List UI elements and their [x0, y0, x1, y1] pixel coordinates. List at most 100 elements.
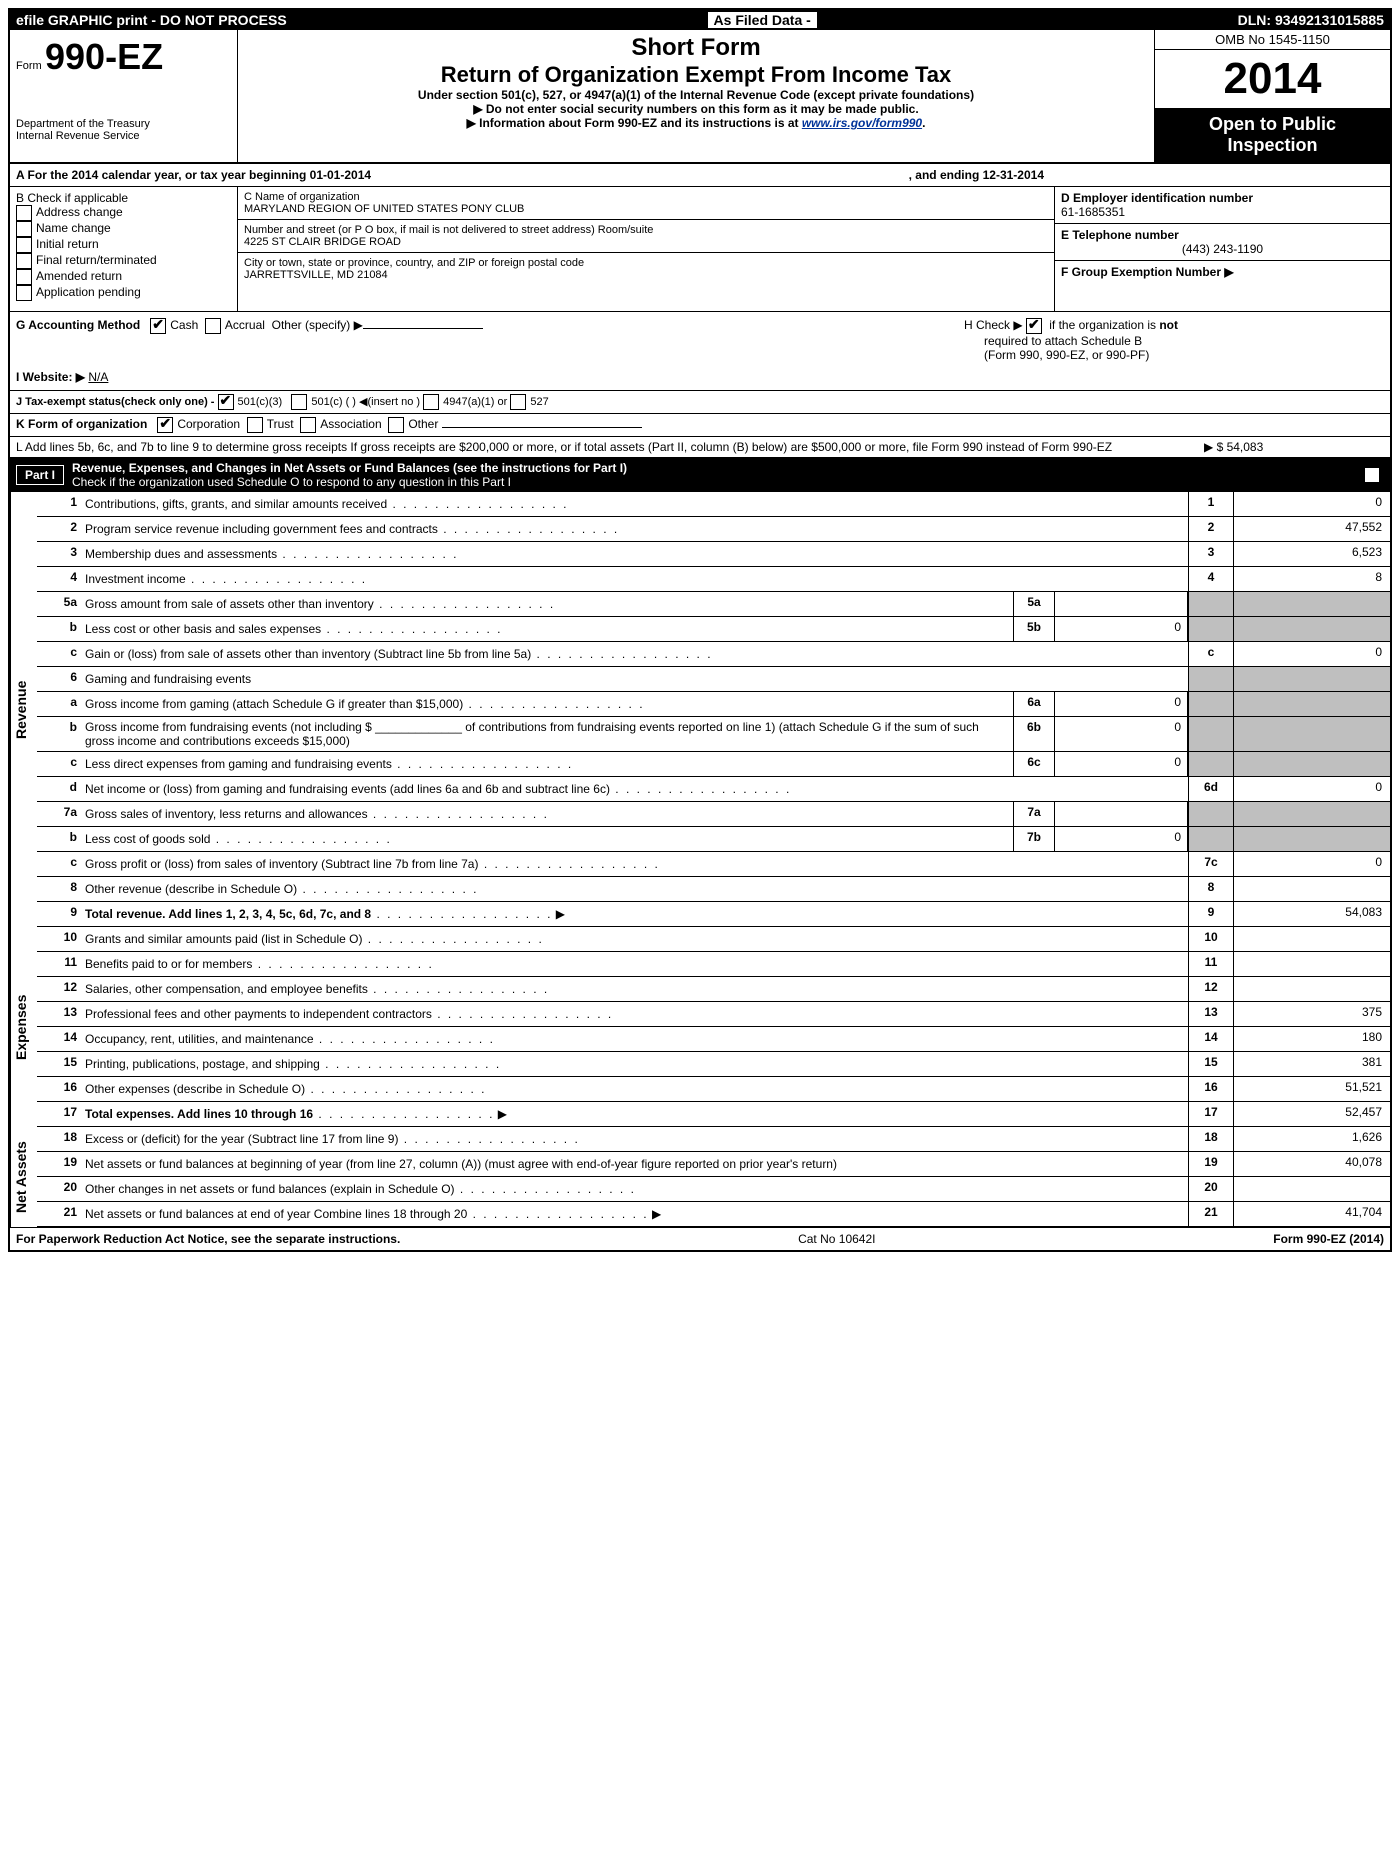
d-label: D Employer identification number	[1061, 191, 1253, 205]
k3: Association	[320, 417, 381, 431]
footer: For Paperwork Reduction Act Notice, see …	[10, 1227, 1390, 1250]
inspect-2: Inspection	[1157, 135, 1388, 156]
k-other-checkbox[interactable]	[388, 417, 404, 433]
cash-checkbox[interactable]	[150, 318, 166, 334]
line-11: 11Benefits paid to or for members11	[37, 952, 1390, 977]
line-6: 6Gaming and fundraising events	[37, 667, 1390, 692]
dept-1: Department of the Treasury	[16, 118, 231, 130]
footer-mid: Cat No 10642I	[798, 1232, 875, 1246]
colb-checkbox[interactable]	[16, 285, 32, 301]
l-text: L Add lines 5b, 6c, and 7b to line 9 to …	[16, 440, 1204, 454]
j-501c-checkbox[interactable]	[291, 394, 307, 410]
topbar-mid: As Filed Data -	[708, 12, 817, 28]
note-2: ▶ Information about Form 990-EZ and its …	[248, 116, 1144, 130]
line-18: 18Excess or (deficit) for the year (Subt…	[37, 1127, 1390, 1152]
h-not: not	[1159, 318, 1178, 332]
line-d: dNet income or (loss) from gaming and fu…	[37, 777, 1390, 802]
dept-2: Internal Revenue Service	[16, 130, 231, 142]
colb-item: Name change	[16, 221, 231, 237]
colb-checkbox[interactable]	[16, 221, 32, 237]
c-value: MARYLAND REGION OF UNITED STATES PONY CL…	[244, 203, 1048, 215]
k-label: K Form of organization	[16, 417, 147, 431]
expenses-area: Expenses 10Grants and similar amounts pa…	[10, 927, 1390, 1127]
line-10: 10Grants and similar amounts paid (list …	[37, 927, 1390, 952]
col-b: B Check if applicable Address changeName…	[10, 187, 238, 311]
line-5a: 5aGross amount from sale of assets other…	[37, 592, 1390, 617]
footer-right: Form 990-EZ (2014)	[1273, 1232, 1384, 1246]
d-value: 61-1685351	[1061, 205, 1384, 219]
line-8: 8Other revenue (describe in Schedule O)8	[37, 877, 1390, 902]
part1-schedo-checkbox[interactable]	[1364, 467, 1380, 483]
line-1: 1Contributions, gifts, grants, and simil…	[37, 492, 1390, 517]
irs-link[interactable]: www.irs.gov/form990	[802, 116, 922, 130]
row-a: A For the 2014 calendar year, or tax yea…	[10, 164, 1390, 187]
open-inspection: Open to Public Inspection	[1155, 108, 1390, 162]
part1-label: Part I	[16, 465, 64, 485]
part1-header: Part I Revenue, Expenses, and Changes in…	[10, 458, 1390, 492]
col-b-title: B Check if applicable	[16, 191, 231, 205]
line-c: cLess direct expenses from gaming and fu…	[37, 752, 1390, 777]
line-21: 21Net assets or fund balances at end of …	[37, 1202, 1390, 1227]
j2: 501(c) ( ) ◀(insert no )	[311, 396, 420, 408]
line-9: 9Total revenue. Add lines 1, 2, 3, 4, 5c…	[37, 902, 1390, 927]
topbar-right: DLN: 93492131015885	[1238, 12, 1384, 28]
line-c: cGain or (loss) from sale of assets othe…	[37, 642, 1390, 667]
k4: Other	[408, 417, 438, 431]
j-4947-checkbox[interactable]	[423, 394, 439, 410]
colb-checkbox[interactable]	[16, 253, 32, 269]
f-label: F Group Exemption Number ▶	[1061, 265, 1234, 279]
h-1: H Check ▶	[964, 318, 1023, 332]
k-assoc-checkbox[interactable]	[300, 417, 316, 433]
accrual-checkbox[interactable]	[205, 318, 221, 334]
line-15: 15Printing, publications, postage, and s…	[37, 1052, 1390, 1077]
g-cash: Cash	[170, 318, 198, 332]
right-block: OMB No 1545-1150 2014 Open to Public Ins…	[1154, 30, 1390, 162]
expenses-label: Expenses	[10, 927, 37, 1127]
line-3: 3Membership dues and assessments36,523	[37, 542, 1390, 567]
title-block: Short Form Return of Organization Exempt…	[238, 30, 1154, 162]
j3: 4947(a)(1) or	[443, 396, 507, 408]
k-trust-checkbox[interactable]	[247, 417, 263, 433]
part1-title: Revenue, Expenses, and Changes in Net As…	[72, 461, 627, 475]
line-20: 20Other changes in net assets or fund ba…	[37, 1177, 1390, 1202]
colb-item: Amended return	[16, 269, 231, 285]
netassets-label: Net Assets	[10, 1127, 37, 1227]
netassets-area: Net Assets 18Excess or (deficit) for the…	[10, 1127, 1390, 1227]
col-c: C Name of organization MARYLAND REGION O…	[238, 187, 1055, 311]
revenue-area: Revenue 1Contributions, gifts, grants, a…	[10, 492, 1390, 927]
h-checkbox[interactable]	[1026, 318, 1042, 334]
j-501c3-checkbox[interactable]	[218, 394, 234, 410]
line-b: bLess cost or other basis and sales expe…	[37, 617, 1390, 642]
i-value: N/A	[88, 370, 108, 384]
line-19: 19Net assets or fund balances at beginni…	[37, 1152, 1390, 1177]
colb-item: Application pending	[16, 285, 231, 301]
g-accrual: Accrual	[225, 318, 265, 332]
line-c: cGross profit or (loss) from sales of in…	[37, 852, 1390, 877]
tax-year: 2014	[1155, 50, 1390, 108]
g-label: G Accounting Method	[16, 318, 140, 332]
f-group: F Group Exemption Number ▶	[1055, 261, 1390, 311]
line-12: 12Salaries, other compensation, and empl…	[37, 977, 1390, 1002]
k1: Corporation	[177, 417, 240, 431]
part1-sub: Check if the organization used Schedule …	[72, 475, 511, 489]
e-phone: E Telephone number (443) 243-1190	[1055, 224, 1390, 261]
colb-checkbox[interactable]	[16, 237, 32, 253]
h-2: if the organization is	[1049, 318, 1159, 332]
colb-checkbox[interactable]	[16, 269, 32, 285]
j-row: J Tax-exempt status(check only one) - 50…	[10, 391, 1390, 414]
line-7a: 7aGross sales of inventory, less returns…	[37, 802, 1390, 827]
colb-checkbox[interactable]	[16, 205, 32, 221]
line-14: 14Occupancy, rent, utilities, and mainte…	[37, 1027, 1390, 1052]
main-title: Return of Organization Exempt From Incom…	[248, 62, 1144, 88]
addr-label: Number and street (or P O box, if mail i…	[244, 224, 1048, 236]
d-ein: D Employer identification number 61-1685…	[1055, 187, 1390, 224]
form-id-block: Form 990-EZ Department of the Treasury I…	[10, 30, 238, 162]
row-a-left: A For the 2014 calendar year, or tax yea…	[16, 168, 371, 182]
colb-item: Final return/terminated	[16, 253, 231, 269]
k-corp-checkbox[interactable]	[157, 417, 173, 433]
j-527-checkbox[interactable]	[510, 394, 526, 410]
k-row: K Form of organization Corporation Trust…	[10, 414, 1390, 437]
line-17: 17Total expenses. Add lines 10 through 1…	[37, 1102, 1390, 1127]
h-3: required to attach Schedule B	[964, 334, 1384, 348]
j4: 527	[530, 396, 548, 408]
